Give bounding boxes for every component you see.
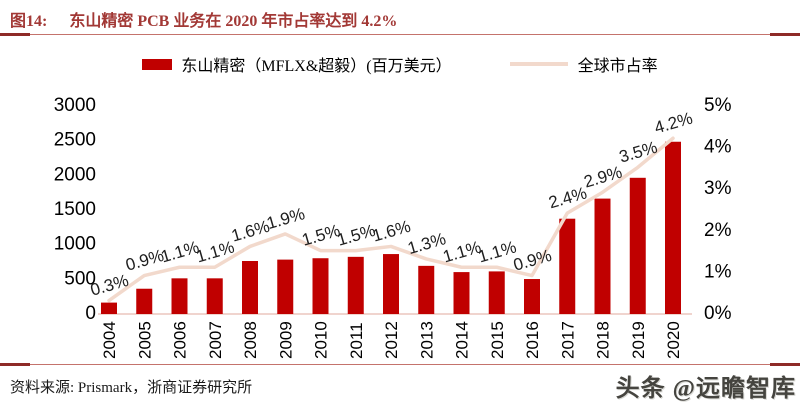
- x-axis-year-label: 2005: [135, 321, 154, 359]
- left-axis-tick: 1500: [54, 199, 96, 220]
- revenue-bar: [171, 278, 188, 314]
- revenue-bar: [594, 198, 611, 314]
- x-axis-year-label: 2010: [312, 321, 331, 359]
- legend-bar-label: 东山精密（MFLX&超毅）(百万美元）: [181, 58, 452, 75]
- left-axis-tick: 2000: [54, 164, 96, 185]
- watermark-handle: @远瞻智库: [672, 376, 796, 402]
- figure-title: 东山精密 PCB 业务在 2020 年市占率达到 4.2%: [69, 13, 398, 30]
- x-axis-year-label: 2018: [594, 321, 613, 359]
- left-axis-tick: 500: [64, 268, 96, 289]
- title-divider: [0, 33, 800, 36]
- figure-number: 图14:: [10, 13, 48, 30]
- right-axis-tick: 3%: [704, 178, 732, 199]
- x-axis-year-label: 2016: [523, 321, 542, 359]
- share-point-label: 2.4%: [546, 183, 588, 212]
- share-point-label: 2.9%: [582, 163, 624, 192]
- revenue-bar: [136, 288, 153, 314]
- x-axis-year-label: 2017: [558, 321, 577, 359]
- right-axis-tick: 4%: [704, 137, 732, 158]
- left-axis-tick: 1000: [54, 234, 96, 255]
- x-axis-year-label: 2015: [488, 321, 507, 359]
- x-axis-year-label: 2011: [347, 322, 366, 359]
- footer-divider: [0, 363, 800, 366]
- revenue-bar: [277, 259, 294, 314]
- x-axis-year-label: 2014: [453, 321, 472, 359]
- x-axis-year-label: 2013: [417, 321, 436, 359]
- watermark-brand: 头条: [615, 376, 666, 402]
- x-axis-year-label: 2008: [241, 321, 260, 359]
- left-axis-tick: 2500: [54, 130, 96, 151]
- share-point-label: 3.5%: [617, 138, 659, 167]
- revenue-bar: [383, 254, 399, 314]
- revenue-bar: [524, 279, 540, 314]
- chart-legend: 东山精密（MFLX&超毅）(百万美元） 全球市占率: [0, 52, 800, 76]
- chart-svg: 3000250020001500100050005%4%3%2%1%0%0.3%…: [54, 95, 732, 359]
- revenue-bar: [312, 258, 329, 314]
- revenue-bar: [418, 265, 435, 314]
- share-point-label: 1.1%: [194, 237, 236, 266]
- left-axis-tick: 3000: [54, 95, 96, 116]
- figure-header: 图14: 东山精密 PCB 业务在 2020 年市占率达到 4.2%: [10, 7, 397, 31]
- revenue-bar: [101, 302, 117, 314]
- share-point-label: 4.2%: [652, 109, 694, 138]
- right-axis-tick: 5%: [704, 95, 732, 116]
- share-point-label: 1.9%: [264, 204, 306, 233]
- source-note: 资料来源: Prismark，浙商证券研究所: [10, 380, 253, 396]
- x-axis-year-label: 2006: [171, 321, 190, 359]
- right-axis-tick: 1%: [704, 261, 732, 282]
- revenue-bar: [629, 177, 646, 314]
- market-share-line: [107, 136, 675, 303]
- x-axis-year-label: 2004: [100, 321, 119, 359]
- right-axis-tick: 0%: [704, 303, 732, 324]
- revenue-bar: [206, 278, 223, 314]
- x-axis-year-label: 2020: [664, 321, 683, 359]
- legend-item-bar: 东山精密（MFLX&超毅）(百万美元）: [142, 52, 452, 76]
- revenue-bar: [242, 261, 258, 314]
- revenue-bar: [665, 141, 681, 314]
- legend-item-line: 全球市占率: [509, 52, 658, 76]
- bar-series-swatch: [142, 58, 173, 70]
- x-axis-year-label: 2009: [276, 321, 295, 359]
- right-axis-tick: 2%: [704, 220, 732, 241]
- left-axis-tick: 0: [85, 303, 96, 324]
- x-axis-year-label: 2007: [206, 321, 225, 359]
- line-series-swatch: [509, 62, 568, 66]
- watermark: 头条 @远瞻智库: [616, 368, 796, 403]
- legend-line-label: 全球市占率: [577, 58, 658, 75]
- x-axis-year-label: 2019: [629, 321, 648, 359]
- revenue-bar: [453, 272, 470, 314]
- share-point-label: 0.9%: [511, 246, 553, 275]
- revenue-bar: [347, 256, 364, 314]
- share-point-label: 1.5%: [335, 221, 377, 250]
- x-axis-year-label: 2012: [382, 321, 401, 359]
- revenue-bar: [488, 271, 505, 314]
- revenue-bar: [559, 218, 576, 314]
- figure-footer: 资料来源: Prismark，浙商证券研究所 头条 @远瞻智库: [0, 368, 800, 403]
